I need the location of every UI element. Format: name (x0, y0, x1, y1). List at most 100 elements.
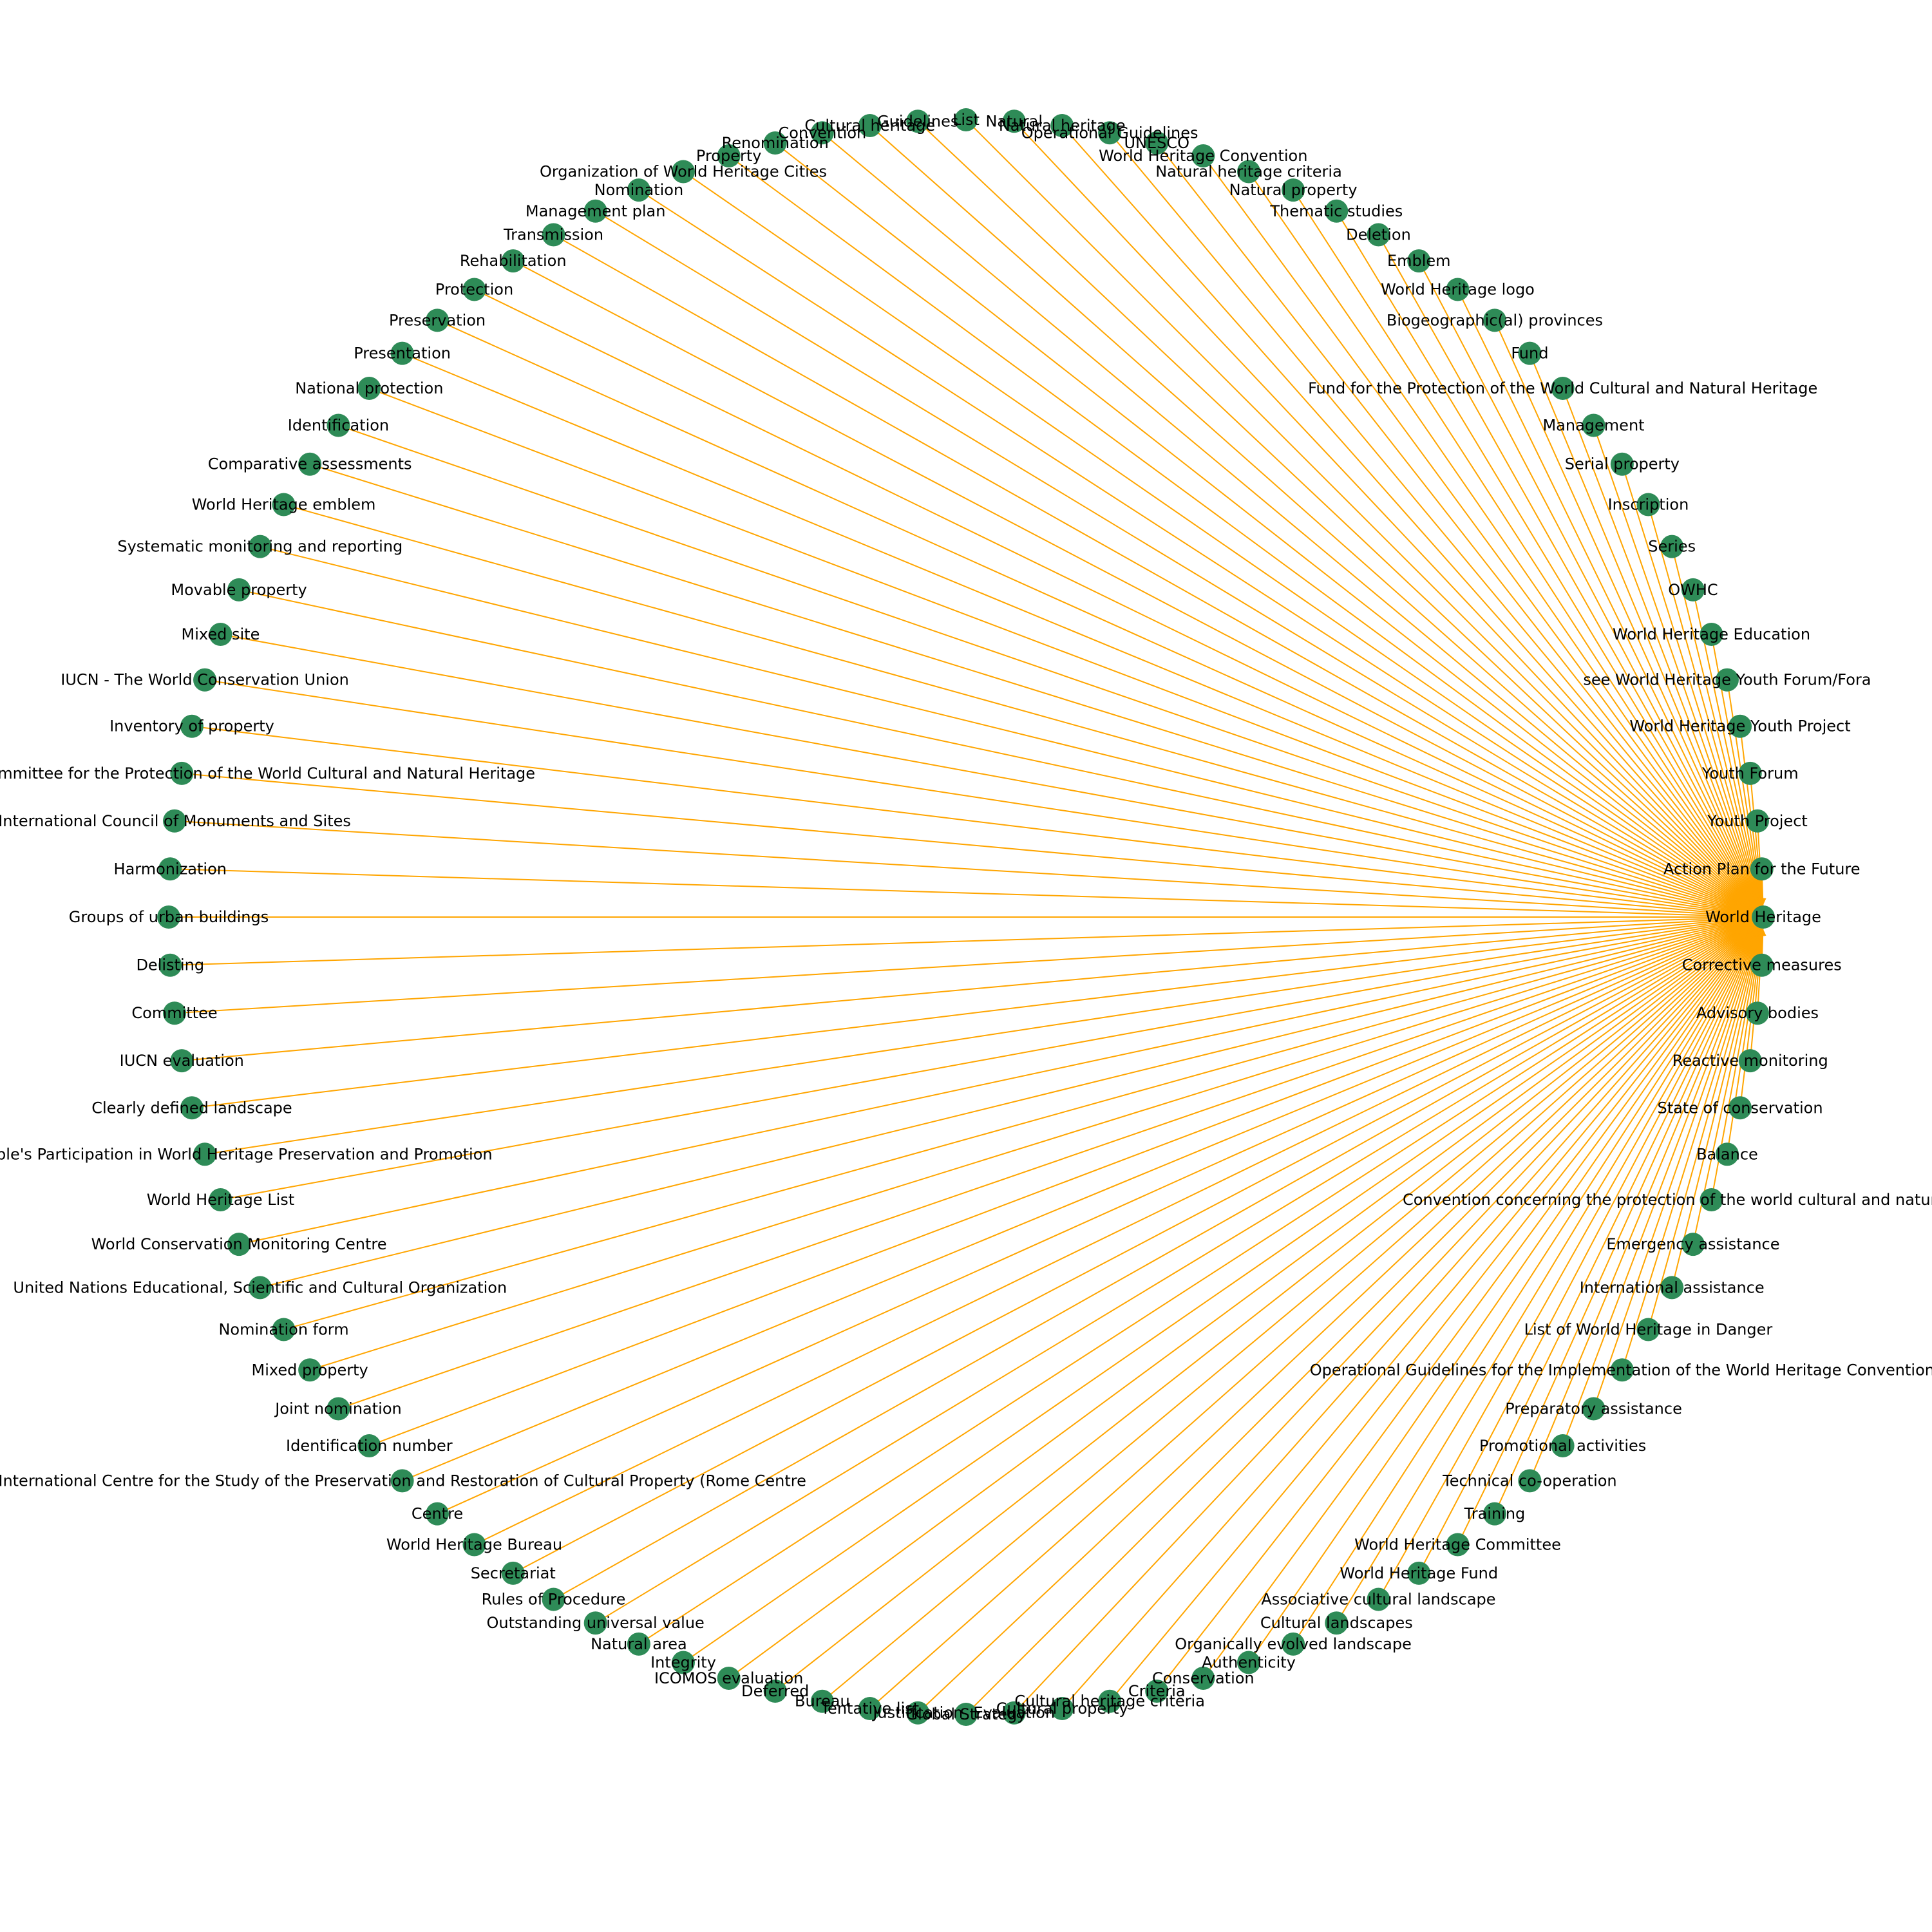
edge-deletion (1378, 234, 1759, 907)
node-series (1660, 535, 1684, 558)
node-joint-nomination (327, 1397, 350, 1421)
node-integrity (671, 1651, 695, 1674)
node-international-council-of-monuments-and-sites (163, 809, 187, 833)
node-thematic-studies (1325, 199, 1349, 223)
node-label-centre: Centre (412, 1505, 463, 1523)
node-secretariat (501, 1561, 525, 1585)
edge-outstanding-universal-value (595, 922, 1754, 1624)
node-tentative-list (858, 1696, 882, 1720)
edge-world-heritage-convention (1202, 155, 1757, 909)
node-label-youth-project: Youth Project (1707, 812, 1808, 830)
edge-technical-co-operation (1529, 927, 1760, 1481)
node-label-promotional-activities: Promotional activities (1479, 1437, 1646, 1455)
node-world-heritage-logo (1446, 278, 1470, 301)
node-label-systematic-monitoring-and-reporting: Systematic monitoring and reporting (117, 538, 402, 556)
edge-secretariat (513, 922, 1754, 1574)
edge-world-heritage-list (220, 916, 1752, 1200)
edge-presentation (402, 352, 1753, 914)
node-youth-project (1745, 809, 1769, 833)
node-label-identification: Identification (288, 417, 389, 435)
node-label-clearly-defined-landscape: Clearly defined landscape (91, 1099, 292, 1117)
node-label-world-heritage-youth-project: World Heritage Youth Project (1629, 717, 1850, 735)
node-label-iucn-the-world-conservation-union: IUCN - The World Conservation Union (61, 671, 349, 689)
edge-international-assistance (1671, 928, 1763, 1288)
edge-authenticity (1248, 926, 1757, 1663)
node-owhc (1681, 578, 1705, 601)
node-label-balance: Balance (1696, 1145, 1758, 1163)
node-label-list-of-world-heritage-in-danger: List of World Heritage in Danger (1524, 1320, 1773, 1338)
node-label-organization-of-world-heritage-cities: Organization of World Heritage Cities (540, 162, 827, 180)
node-natural-property (1282, 178, 1305, 202)
node-justification (906, 1701, 930, 1725)
edge-list (965, 119, 1756, 909)
node-label-outstanding-universal-value: Outstanding universal value (487, 1614, 705, 1632)
node-operational-guidelines-for-the-implementation-of-the-world-heritage-convention (1610, 1358, 1634, 1382)
node-label-serial-property: Serial property (1565, 455, 1680, 473)
node-label-list: List (952, 111, 980, 129)
node-label-cultural-landscapes: Cultural landscapes (1260, 1614, 1413, 1632)
node-centre (426, 1502, 450, 1526)
node-icomos-evaluation (717, 1666, 741, 1690)
edge-comparative-assessments (309, 463, 1753, 915)
node-deferred (763, 1680, 787, 1703)
edge-promotional-activities (1562, 927, 1760, 1446)
edge-movable-property (238, 589, 1752, 917)
edge-united-nations-educational-scientific-and-cultural-organization (260, 918, 1752, 1289)
edge-natural (1014, 120, 1756, 909)
node-world-conservation-monitoring-centre (227, 1233, 251, 1256)
node-label-convention-concerning-the-protection-of-the-world-cultural-and-natural-heritage: Convention concerning the protection of … (1403, 1191, 1932, 1209)
edge-series (1671, 546, 1763, 906)
edge-training (1494, 927, 1759, 1515)
node-label-operational-guidelines: Operational Guidelines (1021, 124, 1198, 142)
node-iucn-the-world-conservation-union (193, 668, 217, 692)
node-label-world-heritage-education: World Heritage Education (1613, 625, 1810, 643)
node-property (717, 144, 741, 168)
edge-transmission (553, 234, 1754, 913)
edge-integrity (683, 923, 1754, 1663)
node-label-organically-evolved-landscape: Organically evolved landscape (1175, 1635, 1412, 1653)
node-label-natural-heritage: Natural heritage (999, 117, 1126, 135)
node-label-nomination: Nomination (594, 181, 684, 199)
edge-associative-cultural-landscape (1378, 927, 1759, 1600)
node-cultural-property (1050, 1696, 1074, 1720)
node-united-nations-educational-scientific-and-cultural-organization (248, 1276, 272, 1300)
node-label-deferred: Deferred (741, 1682, 809, 1700)
node-label-nomination-form: Nomination form (218, 1320, 348, 1338)
edge-world-heritage-logo (1457, 289, 1759, 907)
edge-natural-heritage-criteria (1248, 171, 1757, 908)
node-label-rehabilitation: Rehabilitation (460, 252, 567, 270)
edge-delisting (170, 914, 1752, 966)
node-comparative-assessments (298, 452, 322, 476)
node-convention-concerning-the-protection-of-the-world-cultural-and-natural-heritage (1700, 1188, 1723, 1212)
edge-renomination (775, 142, 1755, 911)
node-identification (327, 413, 350, 437)
edge-cultural-heritage (869, 125, 1756, 910)
node-harmonization (158, 857, 182, 881)
node-clearly-defined-landscape (180, 1096, 204, 1120)
edge-joint-nomination (338, 920, 1753, 1410)
edge-identification (338, 424, 1753, 914)
node-state-of-conservation (1728, 1096, 1752, 1120)
node-label-young-people-s-participation-in-world-heritage-preservation-and-promotion: Young People's Participation in World He… (0, 1145, 493, 1163)
edge-iucn-the-world-conservation-union (204, 679, 1752, 918)
node-global-strategy (954, 1703, 978, 1726)
node-label-natural-heritage-criteria: Natural heritage criteria (1155, 162, 1342, 180)
node-label-cultural-heritage: Cultural heritage (804, 117, 935, 135)
node-rules-of-procedure (542, 1587, 565, 1611)
node-label-movable-property: Movable property (171, 581, 307, 599)
edge-fund (1529, 353, 1760, 907)
node-label-convention: Convention (778, 124, 866, 142)
edge-fund-for-the-protection-of-the-world-cultural-and-natural-heritage (1562, 388, 1760, 907)
node-deletion (1367, 223, 1390, 247)
node-label-bureau: Bureau (795, 1692, 850, 1710)
node-label-intergovernmental-committee-for-the-protection-of-the-world-cultural-and-natural-heritage: Intergovernmental Committee for the Prot… (0, 764, 535, 782)
node-iucn-evaluation (170, 1049, 194, 1073)
node-label-global-strategy: Global Strategy (905, 1705, 1026, 1723)
edge-justification (917, 924, 1756, 1714)
edge-criteria (1156, 925, 1757, 1692)
node-label-see-world-heritage-youth-forum-fora: see World Heritage Youth Forum/Fora (1583, 671, 1871, 689)
edge-natural-property (1293, 189, 1758, 908)
node-label-inscription: Inscription (1608, 496, 1689, 514)
node-natural (1002, 109, 1026, 133)
